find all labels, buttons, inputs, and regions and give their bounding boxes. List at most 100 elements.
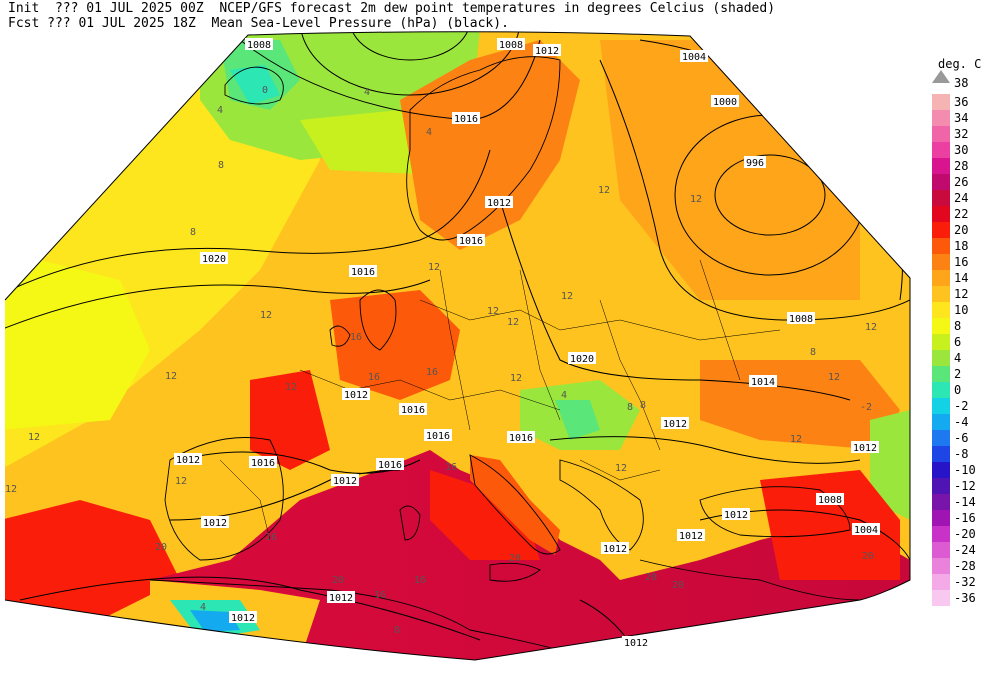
svg-text:1004: 1004 [682,52,706,63]
legend-swatch [932,366,950,382]
isobar-label: 1012 [229,611,257,624]
legend-swatch [932,286,950,302]
legend-label: 4 [954,351,962,365]
pressure-description: Mean Sea-Level Pressure (hPa) (black). [211,16,509,31]
svg-text:1008: 1008 [499,40,523,51]
legend-entry: 6 [932,334,998,350]
isobar-label: 1012 [851,441,879,454]
legend-entry: 34 [932,110,998,126]
legend-entry: 36 [932,94,998,110]
color-legend: deg. C 38 36 34 32 30 28 26 24 22 20 18 16 14 12 10 8 6… [928,0,1000,620]
dewpoint-label: 8 [810,347,816,358]
legend-label: 34 [954,111,969,125]
dewpoint-label: 12 [165,371,177,382]
legend-entry: 8 [932,318,998,334]
legend-entry: 2 [932,366,998,382]
legend-entry: -20 [932,526,998,542]
dewpoint-label: 12 [428,262,440,273]
legend-label: 10 [954,303,969,317]
coastlines [149,56,861,651]
isobar-label: 1020 [568,352,596,365]
legend-swatch [932,574,950,590]
isobar-label: 996 [744,156,766,169]
dewpoint-label: 12 [690,194,702,205]
svg-text:1012: 1012 [853,443,877,454]
legend-label: 22 [954,207,969,221]
dewpoint-label: 12 [828,372,840,383]
legend-swatch [932,478,950,494]
legend-top-arrow-icon [932,70,950,83]
isobar-label: 1012 [533,44,561,57]
svg-text:1012: 1012 [329,593,353,604]
isobar-label: 1012 [174,453,202,466]
legend-label: 20 [954,223,969,237]
legend-entry: 20 [932,222,998,238]
legend-label: 24 [954,191,969,205]
legend-label: -2 [954,399,969,413]
legend-entry: -4 [932,414,998,430]
legend-swatch [932,222,950,238]
dewpoint-label: 8 [394,625,400,636]
dewpoint-label: 12 [28,432,40,443]
legend-top-value: 38 [954,76,969,90]
legend-entry: 18 [932,238,998,254]
dewpoint-label: 12 [5,484,17,495]
legend-label: 32 [954,127,969,141]
dewpoint-label: 16 [445,462,457,473]
isobar-label: 1008 [497,38,525,51]
isobar-label: 1012 [661,417,689,430]
dewpoint-label: 4 [561,390,567,401]
legend-swatch [932,494,950,510]
isobar-label: 1012 [485,196,513,209]
isobar-label: 1008 [245,38,273,51]
legend-entry: -32 [932,574,998,590]
legend-swatch [932,334,950,350]
svg-text:1012: 1012 [535,46,559,57]
legend-entry: 16 [932,254,998,270]
isobar-label: 1012 [342,388,370,401]
dewpoint-label: 12 [598,185,610,196]
svg-text:1012: 1012 [624,638,648,649]
legend-swatch [932,238,950,254]
svg-text:1016: 1016 [459,236,483,247]
dewpoint-label: 20 [862,551,874,562]
dewpoint-label: 8 [190,227,196,238]
dewpoint-label: 12 [510,373,522,384]
isobar-label: 1016 [349,265,377,278]
legend-entry: 28 [932,158,998,174]
dewpoint-label: 20 [672,580,684,591]
svg-text:1020: 1020 [570,354,594,365]
dewpoint-label: 12 [175,476,187,487]
legend-entry: -12 [932,478,998,494]
dewpoint-labels: 0 4 4 8 8 4 12 12 12 12 12 12 12 12 12 1… [5,85,877,636]
svg-text:1012: 1012 [203,518,227,529]
legend-entry: 12 [932,286,998,302]
legend-title: deg. C [938,57,982,71]
dewpoint-label: 12 [865,322,877,333]
isobar-label: 1016 [424,429,452,442]
legend-label: -16 [954,511,976,525]
isobar-label: 1014 [749,375,777,388]
legend-swatch [932,174,950,190]
svg-text:1008: 1008 [818,495,842,506]
legend-swatch [932,318,950,334]
isobar-label: 1012 [201,516,229,529]
shaded-field [5,31,910,660]
isobar-label: 1016 [452,112,480,125]
legend-swatch [932,462,950,478]
legend-label: -32 [954,575,976,589]
dewpoint-label: 4 [426,127,432,138]
svg-text:996: 996 [746,158,764,169]
legend-swatch [932,414,950,430]
isobar-label: 1016 [249,456,277,469]
dewpoint-label: 20 [332,575,344,586]
isobar-labels: 1008 1008 1012 1004 1000 996 1016 1012 1… [174,38,880,649]
svg-text:1012: 1012 [176,455,200,466]
dewpoint-label: 0 [262,85,268,96]
dewpoint-label: 16 [374,590,386,601]
isobar-label: 1012 [677,529,705,542]
legend-label: 36 [954,95,969,109]
legend-entry: -16 [932,510,998,526]
dewpoint-map: 1008 1008 1012 1004 1000 996 1016 1012 1… [4,31,911,661]
legend-label: 0 [954,383,962,397]
